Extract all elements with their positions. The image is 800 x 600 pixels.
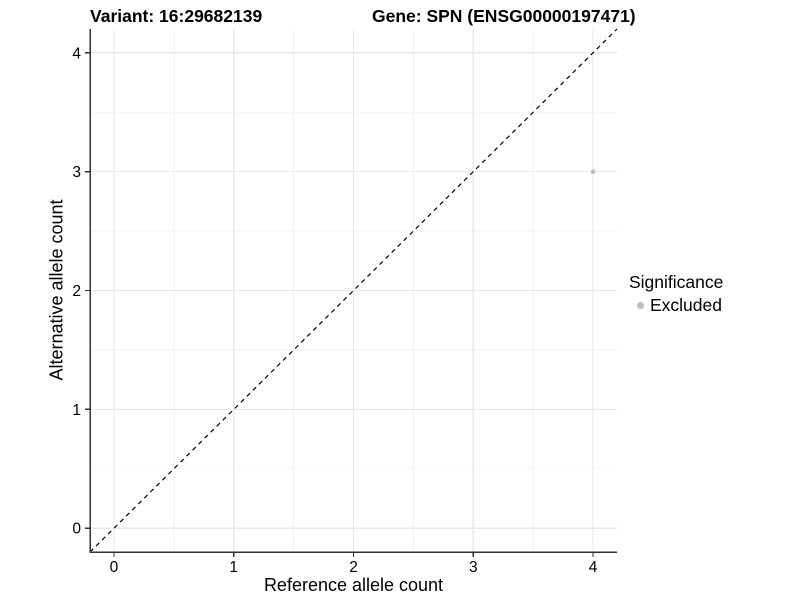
- y-axis-label: Alternative allele count: [46, 199, 67, 381]
- tick-marks: [85, 52, 594, 557]
- x-tick-label: 0: [110, 559, 119, 576]
- x-tick-label: 2: [349, 559, 358, 576]
- y-tick-label: 4: [72, 45, 81, 62]
- x-axis-label: Reference allele count: [263, 575, 444, 595]
- legend-item-excluded: Excluded: [629, 295, 723, 316]
- y-tick-label: 3: [72, 164, 81, 181]
- x-tick-label: 4: [589, 559, 598, 576]
- excluded-point-icon: [637, 302, 644, 309]
- x-tick-label: 1: [229, 559, 238, 576]
- data-point: [590, 169, 596, 175]
- y-tick-label: 0: [72, 521, 81, 538]
- tick-labels: 0 1 2 3 4 0 1 2 3 4: [72, 45, 597, 576]
- legend-title: Significance: [629, 272, 724, 292]
- y-tick-label: 1: [72, 402, 81, 419]
- legend-item-label: Excluded: [650, 295, 722, 315]
- y-tick-label: 2: [72, 283, 81, 300]
- variant-title: Variant: 16:29682139: [90, 6, 263, 26]
- gene-title: Gene: SPN (ENSG00000197471): [372, 6, 636, 26]
- grid-major: [90, 29, 617, 552]
- x-tick-label: 3: [469, 559, 478, 576]
- legend: Significance Excluded: [629, 272, 723, 316]
- data-points: [590, 169, 596, 175]
